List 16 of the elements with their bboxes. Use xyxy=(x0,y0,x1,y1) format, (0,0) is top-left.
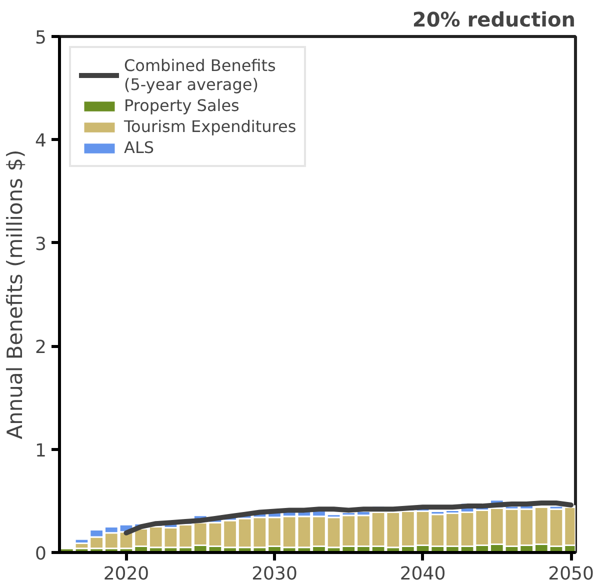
chart-title: 20% reduction xyxy=(412,8,576,32)
y-tick-label: 3 xyxy=(35,234,46,255)
y-axis-title: Annual Benefits (millions $) xyxy=(3,150,28,440)
y-tick-label: 4 xyxy=(35,130,46,152)
legend-label: Tourism Expenditures xyxy=(124,117,296,136)
legend-label: Property Sales xyxy=(124,96,240,115)
x-tick-label: 2040 xyxy=(400,564,446,582)
x-tick-label: 2020 xyxy=(103,564,150,582)
x-tick-label: 2050 xyxy=(548,564,594,582)
y-tick-label: 2 xyxy=(35,337,46,358)
legend-label: Combined Benefits (5-year average) xyxy=(124,56,276,94)
legend-label: ALS xyxy=(124,138,154,157)
x-tick-label: 2030 xyxy=(252,564,298,582)
y-tick-label: 5 xyxy=(35,28,46,48)
y-tick-label: 1 xyxy=(35,440,46,462)
y-tick-label: 0 xyxy=(35,544,46,564)
